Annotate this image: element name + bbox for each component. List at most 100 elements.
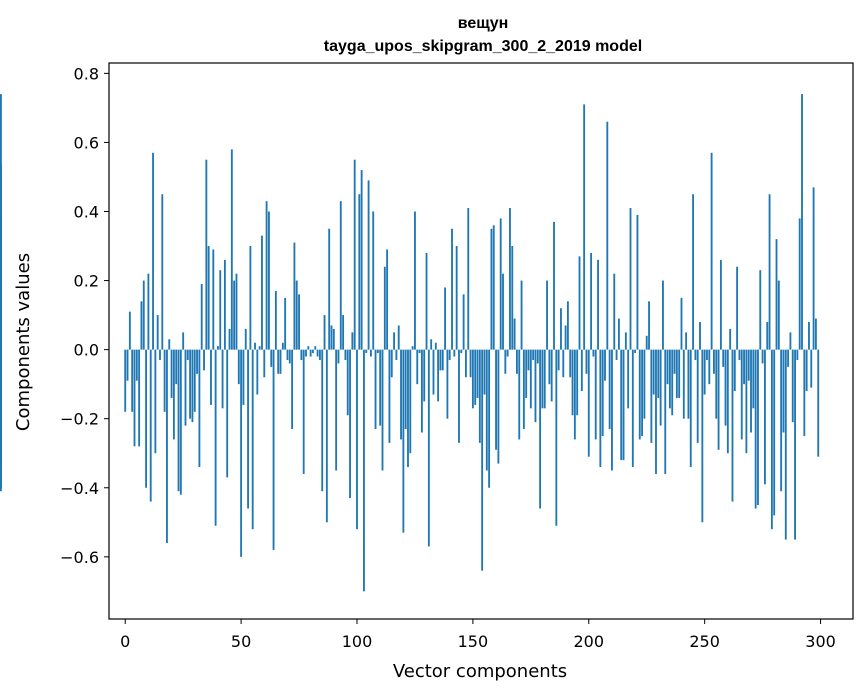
bar	[620, 349, 623, 461]
bar	[140, 301, 143, 350]
bar	[124, 349, 127, 412]
bar	[135, 349, 138, 381]
bar	[613, 273, 616, 350]
bar	[761, 349, 764, 364]
bar	[247, 349, 249, 509]
bar	[650, 349, 653, 443]
bar	[145, 349, 148, 488]
bar	[617, 318, 620, 350]
bar	[286, 349, 289, 360]
bar	[353, 159, 356, 350]
bar	[0, 211, 2, 350]
bar	[356, 349, 358, 530]
bar	[666, 349, 669, 385]
bar	[587, 349, 590, 457]
bar	[529, 349, 532, 409]
bar	[242, 349, 245, 405]
bar	[592, 349, 595, 357]
bar	[265, 201, 268, 350]
bar	[337, 349, 340, 364]
bars-layer	[0, 94, 820, 592]
bar	[719, 259, 722, 350]
bar	[518, 349, 521, 440]
y-tick-label: −0.4	[60, 479, 99, 498]
bar	[397, 325, 400, 350]
bar	[747, 349, 750, 381]
bar	[648, 301, 650, 350]
bar	[787, 349, 790, 367]
bar	[249, 246, 252, 350]
bar	[154, 349, 157, 454]
bar	[277, 349, 280, 374]
bar	[573, 349, 576, 440]
bar	[465, 349, 467, 378]
bar	[766, 322, 769, 350]
bar	[254, 342, 256, 350]
bar	[416, 349, 419, 385]
bar	[740, 349, 743, 440]
bar	[685, 332, 688, 350]
bar	[520, 280, 523, 350]
bar	[390, 349, 393, 378]
bar	[393, 332, 396, 350]
bar	[305, 349, 307, 357]
bar	[339, 201, 342, 350]
bar	[527, 349, 530, 371]
x-tick-label: 150	[458, 632, 489, 651]
bar	[170, 349, 173, 398]
bar	[471, 349, 474, 409]
bar	[655, 349, 657, 474]
bar	[784, 349, 787, 540]
bar	[168, 339, 171, 350]
bar	[511, 246, 514, 350]
bar	[469, 349, 472, 378]
bar	[604, 349, 606, 381]
bar	[474, 349, 477, 405]
y-tick-label: −0.2	[60, 410, 99, 429]
bar	[228, 328, 231, 350]
bar	[738, 349, 741, 360]
bar	[321, 349, 324, 492]
bar	[351, 332, 354, 350]
bar	[383, 266, 386, 350]
bar	[256, 349, 259, 395]
bar	[193, 349, 196, 412]
bar	[752, 349, 755, 409]
bar	[312, 349, 314, 354]
bar	[147, 273, 150, 350]
y-tick-label: 0.2	[74, 272, 99, 291]
bar	[453, 349, 456, 357]
x-tick-label: 0	[120, 632, 130, 651]
bar	[710, 152, 713, 350]
bar	[138, 349, 141, 447]
x-axis-ticks: 0 50 100 150 200 250 300	[120, 619, 836, 651]
chart-title-line-1: вещун	[458, 15, 509, 32]
bar	[374, 349, 377, 430]
bar	[490, 228, 493, 350]
bar	[307, 346, 310, 350]
bar	[689, 349, 692, 468]
y-tick-label: 0.0	[74, 341, 99, 360]
bar	[768, 194, 771, 350]
bar	[754, 349, 757, 509]
bar	[805, 349, 808, 392]
bar	[330, 325, 333, 350]
bar	[400, 349, 402, 440]
bar	[205, 159, 208, 350]
bar	[631, 349, 634, 468]
bar	[509, 208, 511, 350]
bar	[126, 349, 129, 381]
bar	[590, 252, 593, 350]
bar	[274, 290, 277, 350]
bar	[358, 194, 361, 350]
bar	[629, 208, 632, 350]
bar	[668, 349, 671, 409]
bar	[328, 228, 331, 350]
bar	[743, 349, 745, 385]
bar	[346, 349, 349, 416]
bar	[476, 349, 479, 398]
x-tick-label: 50	[231, 632, 251, 651]
bar	[757, 349, 759, 506]
y-tick-label: 0.8	[74, 64, 99, 83]
